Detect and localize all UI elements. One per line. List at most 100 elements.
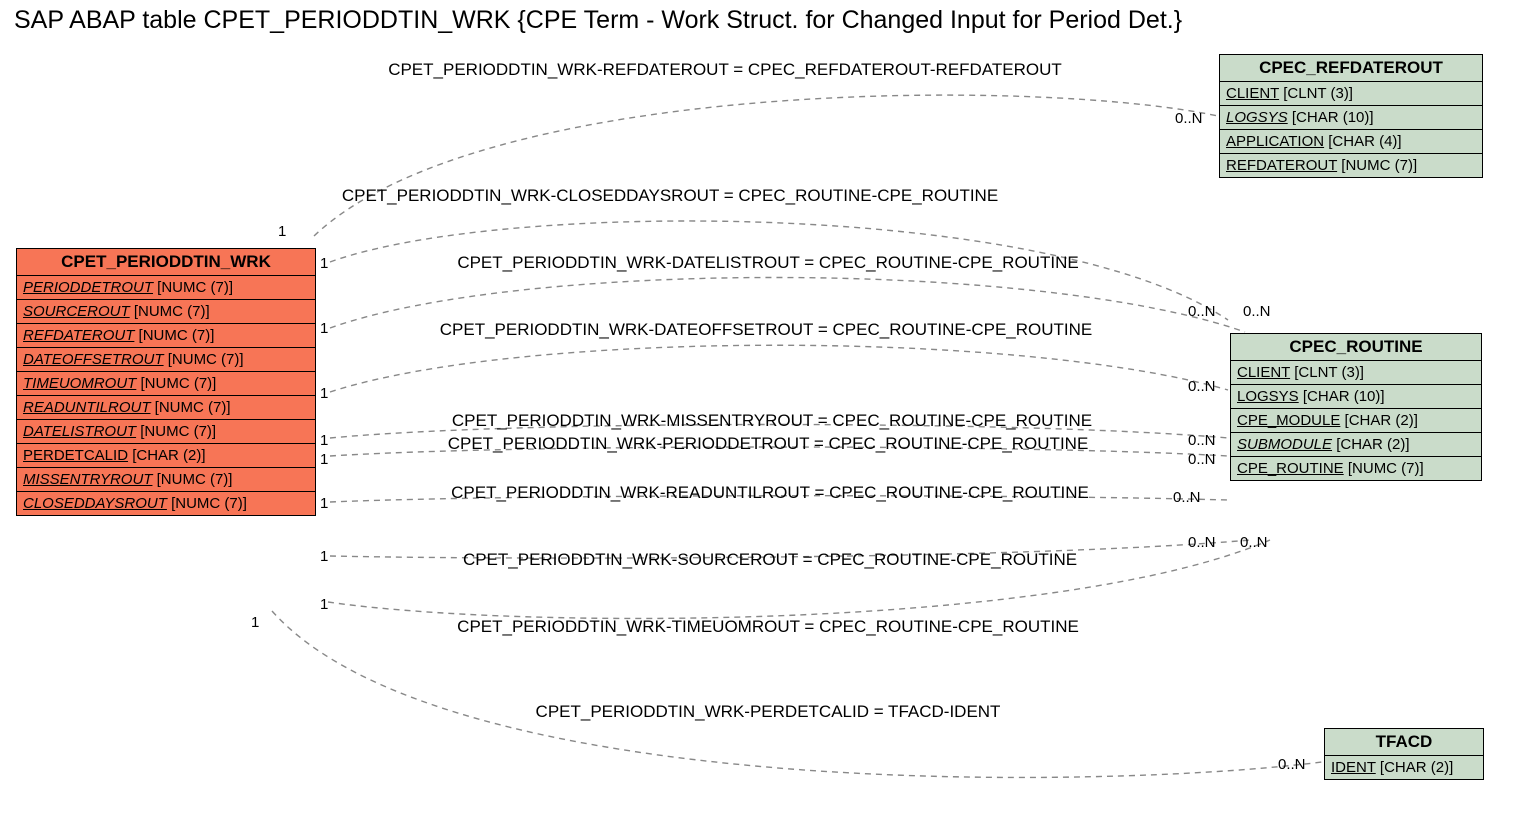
cardinality-left: 1 bbox=[320, 320, 328, 337]
relation-label: CPET_PERIODDTIN_WRK-READUNTILROUT = CPEC… bbox=[451, 483, 1089, 503]
cardinality-right: 0..N bbox=[1173, 489, 1201, 506]
entity-header: CPEC_ROUTINE bbox=[1231, 334, 1481, 361]
field-type: [CHAR (2)] bbox=[1376, 759, 1454, 776]
field-type: [NUMC (7)] bbox=[136, 423, 216, 440]
field-name: CLIENT bbox=[1237, 364, 1290, 381]
field-type: [NUMC (7)] bbox=[153, 279, 233, 296]
relation-label: CPET_PERIODDTIN_WRK-SOURCEROUT = CPEC_RO… bbox=[463, 550, 1077, 570]
cardinality-right: 0..N bbox=[1175, 110, 1203, 127]
field-type: [CHAR (10)] bbox=[1299, 388, 1385, 405]
cardinality-left: 1 bbox=[320, 451, 328, 468]
cardinality-right: 0..N bbox=[1278, 756, 1306, 773]
entity-cpet-perioddtin-wrk: CPET_PERIODDTIN_WRKPERIODDETROUT [NUMC (… bbox=[16, 248, 316, 516]
entity-cpec-refdaterout: CPEC_REFDATEROUTCLIENT [CLNT (3)]LOGSYS … bbox=[1219, 54, 1483, 178]
relation-label: CPET_PERIODDTIN_WRK-REFDATEROUT = CPEC_R… bbox=[388, 60, 1062, 80]
field-name: LOGSYS bbox=[1237, 388, 1299, 405]
cardinality-left: 1 bbox=[320, 255, 328, 272]
entity-field: PERIODDETROUT [NUMC (7)] bbox=[17, 276, 315, 300]
relation-label: CPET_PERIODDTIN_WRK-CLOSEDDAYSROUT = CPE… bbox=[342, 186, 998, 206]
cardinality-left: 1 bbox=[251, 614, 259, 631]
field-name: PERIODDETROUT bbox=[23, 279, 153, 296]
relation-label: CPET_PERIODDTIN_WRK-PERDETCALID = TFACD-… bbox=[536, 702, 1001, 722]
entity-field: MISSENTRYROUT [NUMC (7)] bbox=[17, 468, 315, 492]
entity-field: READUNTILROUT [NUMC (7)] bbox=[17, 396, 315, 420]
field-type: [NUMC (7)] bbox=[1344, 460, 1424, 477]
relation-label: CPET_PERIODDTIN_WRK-MISSENTRYROUT = CPEC… bbox=[452, 411, 1092, 431]
field-type: [NUMC (7)] bbox=[130, 303, 210, 320]
entity-field: CPE_ROUTINE [NUMC (7)] bbox=[1231, 457, 1481, 480]
cardinality-right: 0..N bbox=[1188, 378, 1216, 395]
entity-field: PERDETCALID [CHAR (2)] bbox=[17, 444, 315, 468]
page-title: SAP ABAP table CPET_PERIODDTIN_WRK {CPE … bbox=[14, 6, 1182, 35]
cardinality-left: 1 bbox=[278, 223, 286, 240]
cardinality-right: 0..N bbox=[1188, 303, 1216, 320]
field-type: [NUMC (7)] bbox=[136, 375, 216, 392]
diagram-canvas: SAP ABAP table CPET_PERIODDTIN_WRK {CPE … bbox=[0, 0, 1533, 831]
cardinality-left: 1 bbox=[320, 385, 328, 402]
entity-field: CLIENT [CLNT (3)] bbox=[1220, 82, 1482, 106]
entity-field: TIMEUOMROUT [NUMC (7)] bbox=[17, 372, 315, 396]
relation-edge bbox=[314, 95, 1218, 236]
entity-field: CPE_MODULE [CHAR (2)] bbox=[1231, 409, 1481, 433]
field-name: CLOSEDDAYSROUT bbox=[23, 495, 167, 512]
field-name: DATEOFFSETROUT bbox=[23, 351, 164, 368]
entity-field: SUBMODULE [CHAR (2)] bbox=[1231, 433, 1481, 457]
entity-field: CLIENT [CLNT (3)] bbox=[1231, 361, 1481, 385]
cardinality-left: 1 bbox=[320, 432, 328, 449]
relation-label: CPET_PERIODDTIN_WRK-DATELISTROUT = CPEC_… bbox=[457, 253, 1078, 273]
field-name: CPE_MODULE bbox=[1237, 412, 1340, 429]
cardinality-right: 0..N bbox=[1240, 534, 1268, 551]
field-name: MISSENTRYROUT bbox=[23, 471, 152, 488]
entity-field: DATEOFFSETROUT [NUMC (7)] bbox=[17, 348, 315, 372]
cardinality-left: 1 bbox=[320, 596, 328, 613]
field-name: APPLICATION bbox=[1226, 133, 1324, 150]
field-type: [CHAR (2)] bbox=[128, 447, 206, 464]
relation-edge bbox=[330, 345, 1228, 392]
entity-header: CPEC_REFDATEROUT bbox=[1220, 55, 1482, 82]
entity-field: IDENT [CHAR (2)] bbox=[1325, 756, 1483, 779]
field-type: [NUMC (7)] bbox=[134, 327, 214, 344]
entity-field: APPLICATION [CHAR (4)] bbox=[1220, 130, 1482, 154]
entity-field: LOGSYS [CHAR (10)] bbox=[1231, 385, 1481, 409]
entity-tfacd: TFACDIDENT [CHAR (2)] bbox=[1324, 728, 1484, 780]
field-type: [CHAR (2)] bbox=[1340, 412, 1418, 429]
field-type: [NUMC (7)] bbox=[167, 495, 247, 512]
entity-field: REFDATEROUT [NUMC (7)] bbox=[17, 324, 315, 348]
field-name: IDENT bbox=[1331, 759, 1376, 776]
entity-field: SOURCEROUT [NUMC (7)] bbox=[17, 300, 315, 324]
field-name: LOGSYS bbox=[1226, 109, 1288, 126]
field-type: [CLNT (3)] bbox=[1279, 85, 1353, 102]
field-name: READUNTILROUT bbox=[23, 399, 151, 416]
field-name: SOURCEROUT bbox=[23, 303, 130, 320]
cardinality-right: 0..N bbox=[1188, 451, 1216, 468]
field-type: [NUMC (7)] bbox=[151, 399, 231, 416]
cardinality-right: 0..N bbox=[1188, 534, 1216, 551]
entity-field: REFDATEROUT [NUMC (7)] bbox=[1220, 154, 1482, 177]
field-type: [NUMC (7)] bbox=[152, 471, 232, 488]
field-type: [CHAR (2)] bbox=[1332, 436, 1410, 453]
entity-header: TFACD bbox=[1325, 729, 1483, 756]
field-name: REFDATEROUT bbox=[23, 327, 134, 344]
field-type: [CHAR (4)] bbox=[1324, 133, 1402, 150]
cardinality-right: 0..N bbox=[1188, 432, 1216, 449]
field-name: SUBMODULE bbox=[1237, 436, 1332, 453]
field-name: DATELISTROUT bbox=[23, 423, 136, 440]
relation-label: CPET_PERIODDTIN_WRK-PERIODDETROUT = CPEC… bbox=[448, 434, 1089, 454]
field-type: [CHAR (10)] bbox=[1288, 109, 1374, 126]
field-name: PERDETCALID bbox=[23, 447, 128, 464]
cardinality-left: 1 bbox=[320, 548, 328, 565]
entity-cpec-routine: CPEC_ROUTINECLIENT [CLNT (3)]LOGSYS [CHA… bbox=[1230, 333, 1482, 481]
entity-field: DATELISTROUT [NUMC (7)] bbox=[17, 420, 315, 444]
relation-label: CPET_PERIODDTIN_WRK-TIMEUOMROUT = CPEC_R… bbox=[457, 617, 1079, 637]
cardinality-left: 1 bbox=[320, 495, 328, 512]
relation-label: CPET_PERIODDTIN_WRK-DATEOFFSETROUT = CPE… bbox=[440, 320, 1093, 340]
entity-header: CPET_PERIODDTIN_WRK bbox=[17, 249, 315, 276]
field-name: CLIENT bbox=[1226, 85, 1279, 102]
entity-field: LOGSYS [CHAR (10)] bbox=[1220, 106, 1482, 130]
field-type: [NUMC (7)] bbox=[1337, 157, 1417, 174]
field-name: TIMEUOMROUT bbox=[23, 375, 136, 392]
field-type: [CLNT (3)] bbox=[1290, 364, 1364, 381]
field-type: [NUMC (7)] bbox=[164, 351, 244, 368]
field-name: REFDATEROUT bbox=[1226, 157, 1337, 174]
field-name: CPE_ROUTINE bbox=[1237, 460, 1344, 477]
